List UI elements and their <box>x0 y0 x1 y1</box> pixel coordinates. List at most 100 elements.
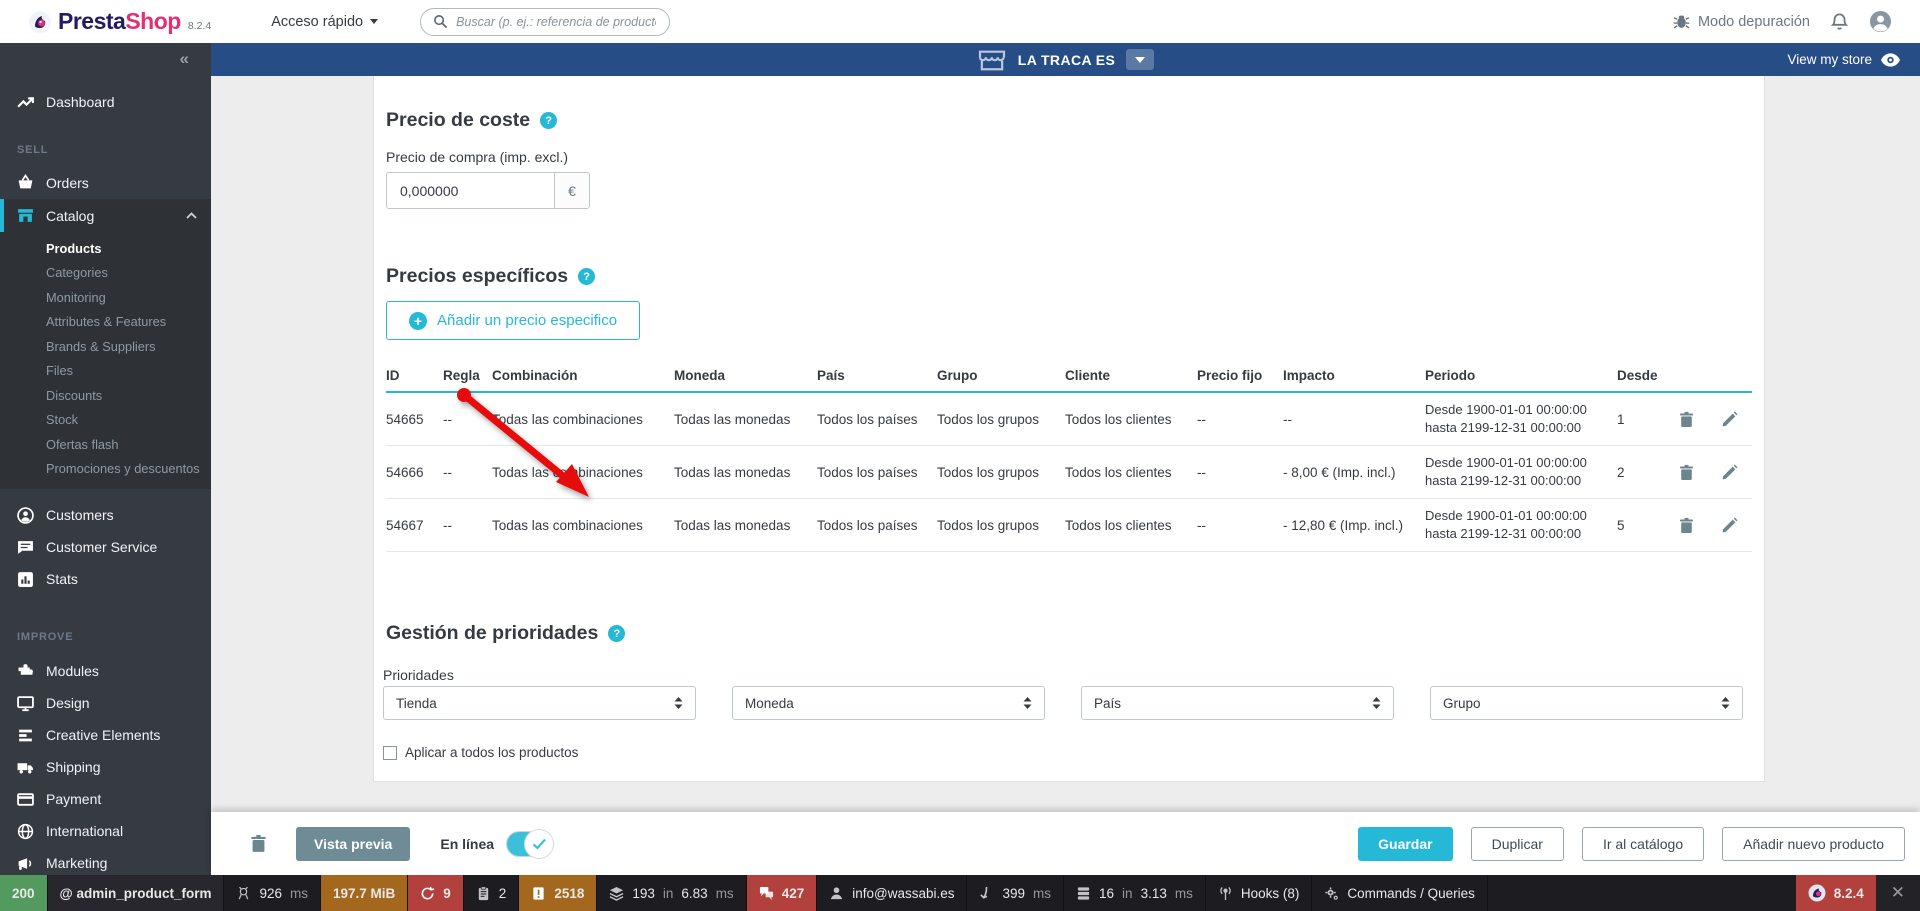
period-to: hasta 2199-12-31 00:00:00 <box>1425 526 1582 541</box>
period-to: hasta 2199-12-31 00:00:00 <box>1425 420 1582 435</box>
sidebar-item-shipping[interactable]: Shipping <box>0 751 211 783</box>
toggle-knob <box>524 828 555 859</box>
trash-icon[interactable] <box>1678 464 1695 481</box>
quick-access-label: Acceso rápido <box>271 13 364 30</box>
help-icon[interactable]: ? <box>578 268 596 285</box>
search-box[interactable] <box>420 7 671 36</box>
prestashop-logo[interactable]: Presta Shop 8.2.4 <box>28 8 211 35</box>
sidebar-item-creative-elements[interactable]: Creative Elements <box>0 719 211 751</box>
prestashop-squirrel-icon <box>29 10 51 33</box>
trash-icon[interactable] <box>1678 517 1695 534</box>
online-toggle[interactable] <box>506 828 555 859</box>
cost-price-heading: Precio de coste ? <box>386 109 558 132</box>
duplicate-button[interactable]: Duplicar <box>1470 826 1564 861</box>
priority-select-shop[interactable]: Tienda <box>383 686 696 720</box>
sidebar-label: Orders <box>46 174 89 191</box>
cell-fixed-price: -- <box>1197 464 1206 480</box>
db-segment[interactable]: 193 in 6.83 ms <box>597 875 747 911</box>
sidebar-item-international[interactable]: International <box>0 815 211 847</box>
sidebar-item-stats[interactable]: Stats <box>0 563 211 595</box>
bell-icon[interactable] <box>1830 12 1849 31</box>
debug-mode-indicator[interactable]: Modo depuración <box>1673 13 1810 30</box>
translations-badge[interactable]: 427 <box>746 875 818 911</box>
sidebar-item-customers[interactable]: Customers <box>0 499 211 531</box>
latency-segment[interactable]: 399 ms <box>967 875 1065 911</box>
pencil-icon[interactable] <box>1721 411 1738 428</box>
hooks-segment[interactable]: Hooks (8) <box>1206 875 1313 911</box>
sidebar-item-categories[interactable]: Categories <box>46 265 108 281</box>
priority-select-group[interactable]: Grupo <box>1430 686 1743 720</box>
sidebar-item-flash-offers[interactable]: Ofertas flash <box>46 436 119 452</box>
ps-version-badge[interactable]: 8.2.4 <box>1795 875 1876 911</box>
debug-mode-label: Modo depuración <box>1697 13 1810 30</box>
footer-action-bar: Vista previa En línea Guardar Duplicar I… <box>211 812 1920 875</box>
add-new-product-button[interactable]: Añadir nuevo producto <box>1722 826 1905 861</box>
close-debugbar-button[interactable]: ✕ <box>1875 875 1920 911</box>
cell-fixed-price: -- <box>1197 411 1206 427</box>
commands-segment[interactable]: Commands / Queries <box>1312 875 1488 911</box>
monitor-icon <box>17 695 34 711</box>
sidebar-item-attributes[interactable]: Attributes & Features <box>46 314 167 330</box>
shop-dropdown-button[interactable] <box>1126 49 1155 70</box>
sidebar-item-monitoring[interactable]: Monitoring <box>46 289 106 305</box>
sidebar-item-marketing[interactable]: Marketing <box>0 847 211 875</box>
cache-segment[interactable]: 16 in 3.13 ms <box>1064 875 1206 911</box>
add-specific-price-button[interactable]: + Añadir un precio especifico <box>386 301 641 340</box>
ajax-badge[interactable]: 9 <box>408 875 464 911</box>
sidebar-item-customer-service[interactable]: Customer Service <box>0 531 211 563</box>
priority-select-currency[interactable]: Moneda <box>732 686 1045 720</box>
forms-segment[interactable]: 2 <box>464 875 520 911</box>
preview-button[interactable]: Vista previa <box>296 826 411 861</box>
sidebar-item-orders[interactable]: Orders <box>0 166 211 199</box>
col-id: ID <box>386 367 400 383</box>
unit: ms <box>1033 885 1052 901</box>
performance-segment[interactable]: 926 ms <box>224 875 321 911</box>
sidebar-item-payment[interactable]: Payment <box>0 783 211 815</box>
sidebar-item-files[interactable]: Files <box>46 363 74 379</box>
quick-access-menu[interactable]: Acceso rápido <box>271 13 379 30</box>
purchase-price-input[interactable] <box>386 172 554 209</box>
cell-impact: -- <box>1283 411 1292 427</box>
http-status-badge[interactable]: 200 <box>0 875 48 911</box>
logs-badge[interactable]: 2518 <box>519 875 598 911</box>
shop-selector[interactable]: LA TRACA ES <box>977 48 1155 72</box>
cell-country: Todos los países <box>817 411 918 427</box>
sidebar-item-dashboard[interactable]: Dashboard <box>0 84 211 120</box>
user-segment[interactable]: info@wassabi.es <box>817 875 968 911</box>
pencil-icon[interactable] <box>1721 464 1738 481</box>
priority-select-country[interactable]: País <box>1081 686 1394 720</box>
storefront-icon <box>978 50 1005 70</box>
sidebar-item-products[interactable]: Products <box>46 240 102 256</box>
memory-badge[interactable]: 197.7 MiB <box>321 875 409 911</box>
route-segment[interactable]: @ admin_product_form <box>47 875 225 911</box>
search-input[interactable] <box>456 14 657 29</box>
sidebar-label: Customers <box>46 507 114 523</box>
status-code: 200 <box>12 885 35 901</box>
megaphone-icon <box>18 857 32 870</box>
brand-presta: Presta <box>58 8 126 34</box>
sidebar-item-catalog[interactable]: Catalog <box>0 199 211 232</box>
cell-group: Todos los grupos <box>937 411 1040 427</box>
translations-count: 427 <box>781 885 805 901</box>
avatar-icon[interactable] <box>1869 10 1892 33</box>
sidebar-item-modules[interactable]: Modules <box>0 655 211 687</box>
select-arrows-icon <box>674 697 683 709</box>
trash-icon[interactable] <box>1678 411 1695 428</box>
sidebar-item-brands[interactable]: Brands & Suppliers <box>46 338 156 354</box>
sidebar-item-promotions[interactable]: Promociones y descuentos <box>46 461 200 477</box>
sidebar-item-discounts[interactable]: Discounts <box>46 387 103 403</box>
go-to-catalog-button[interactable]: Ir al catálogo <box>1581 826 1705 861</box>
pencil-icon[interactable] <box>1721 517 1738 534</box>
sidebar-item-design[interactable]: Design <box>0 687 211 719</box>
trash-icon[interactable] <box>249 834 268 853</box>
help-icon[interactable]: ? <box>540 112 558 129</box>
save-button[interactable]: Guardar <box>1358 826 1453 861</box>
period-from: Desde 1900-01-01 00:00:00 <box>1425 507 1587 523</box>
sidebar-item-stock[interactable]: Stock <box>46 412 79 428</box>
help-icon[interactable]: ? <box>608 625 626 642</box>
collapse-sidebar-icon[interactable]: « <box>179 49 189 68</box>
apply-all-checkbox[interactable] <box>383 745 397 760</box>
view-store-link[interactable]: View my store <box>1787 43 1900 76</box>
stats-icon <box>18 571 33 587</box>
